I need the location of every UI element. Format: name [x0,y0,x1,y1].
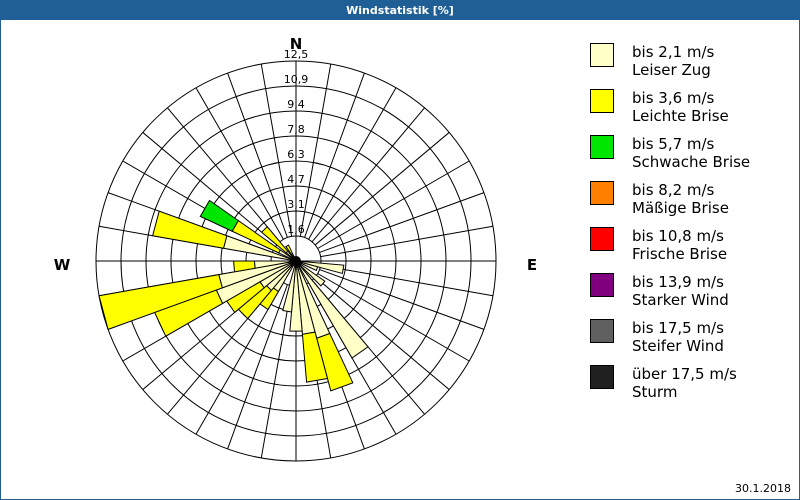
legend-swatch [590,181,614,205]
title-bar: Windstatistik [%] [1,1,799,20]
radial-tick-label: 3,1 [287,198,305,211]
legend-label: bis 2,1 m/s Leiser Zug [632,43,715,79]
legend-label: bis 5,7 m/s Schwache Brise [632,135,751,171]
legend-item: bis 3,6 m/s Leichte Brise [590,89,790,135]
petal-segment [295,260,319,272]
legend-swatch [590,135,614,159]
petal-segment [282,260,297,313]
legend-swatch [590,365,614,389]
petal-segment [233,260,256,273]
legend-label: bis 3,6 m/s Leichte Brise [632,89,729,125]
petal-segment [151,210,228,249]
legend-label: bis 10,8 m/s Frische Brise [632,227,728,263]
direction-label-n: N [290,35,303,53]
legend-item: bis 13,9 m/s Starker Wind [590,273,790,319]
legend-swatch [590,43,614,67]
petal-segment [301,331,329,383]
legend-swatch [590,89,614,113]
center-dot [291,256,301,266]
wind-rose-chart: 1,63,14,76,37,89,410,912,5NSWE [54,35,537,462]
petal-segment [199,199,239,232]
legend-swatch [590,273,614,297]
legend-swatch [590,319,614,343]
legend-item: bis 10,8 m/s Frische Brise [590,227,790,273]
legend-item: bis 8,2 m/s Mäßige Brise [590,181,790,227]
legend-item: bis 17,5 m/s Steifer Wind [590,319,790,365]
direction-label-e: E [527,256,537,274]
petal-segment [285,244,294,256]
petal-segment [260,225,289,254]
date-label: 30.1.2018 [735,482,791,495]
petal-segment [295,260,369,359]
legend-label: über 17,5 m/s Sturm [632,365,737,401]
direction-label-w: W [54,256,71,274]
radial-tick-label: 7,8 [287,123,305,136]
legend-label: bis 17,5 m/s Steifer Wind [632,319,724,355]
radial-tick-label: 10,9 [284,73,309,86]
petal-segment [98,274,223,331]
radial-tick-label: 4,7 [287,173,305,186]
legend-label: bis 8,2 m/s Mäßige Brise [632,181,729,217]
radial-tick-label: 1,6 [287,223,305,236]
legend-item: bis 5,7 m/s Schwache Brise [590,135,790,181]
legend-label: bis 13,9 m/s Starker Wind [632,273,729,309]
radial-tick-label: 9,4 [287,98,305,111]
legend-item: über 17,5 m/s Sturm [590,365,790,411]
radial-tick-label: 12,5 [284,48,309,61]
legend-swatch [590,227,614,251]
radial-tick-label: 6,3 [287,148,305,161]
petal-segment [316,332,354,392]
rose-petals [98,199,369,392]
legend-item: bis 2,1 m/s Leiser Zug [590,43,790,89]
petal-segment [295,260,326,287]
